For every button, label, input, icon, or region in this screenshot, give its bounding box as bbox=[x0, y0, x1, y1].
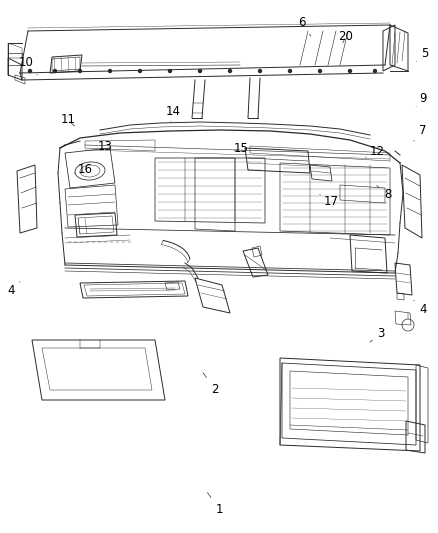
Circle shape bbox=[229, 69, 232, 72]
Circle shape bbox=[169, 69, 172, 72]
Text: 6: 6 bbox=[298, 16, 311, 36]
Text: 4: 4 bbox=[7, 282, 20, 297]
Text: 15: 15 bbox=[233, 142, 248, 155]
Circle shape bbox=[109, 69, 112, 72]
Text: 9: 9 bbox=[416, 92, 427, 107]
Text: 13: 13 bbox=[98, 140, 113, 153]
Text: 10: 10 bbox=[19, 56, 37, 75]
Circle shape bbox=[289, 69, 292, 72]
Circle shape bbox=[318, 69, 321, 72]
Circle shape bbox=[28, 69, 32, 72]
Circle shape bbox=[138, 69, 141, 72]
Text: 20: 20 bbox=[339, 30, 353, 43]
Text: 3: 3 bbox=[370, 327, 385, 342]
Text: 1: 1 bbox=[208, 492, 223, 515]
Circle shape bbox=[349, 69, 352, 72]
Circle shape bbox=[198, 69, 201, 72]
Circle shape bbox=[78, 69, 81, 72]
Text: 5: 5 bbox=[416, 47, 428, 61]
Text: 17: 17 bbox=[320, 195, 338, 208]
Text: 7: 7 bbox=[414, 124, 427, 141]
Text: 4: 4 bbox=[414, 301, 427, 316]
Circle shape bbox=[258, 69, 261, 72]
Text: 16: 16 bbox=[74, 163, 93, 176]
Text: 8: 8 bbox=[377, 185, 391, 201]
Text: 2: 2 bbox=[203, 373, 219, 395]
Text: 12: 12 bbox=[366, 146, 384, 158]
Circle shape bbox=[53, 69, 57, 72]
Text: 11: 11 bbox=[60, 114, 75, 126]
Circle shape bbox=[374, 69, 377, 72]
Text: 14: 14 bbox=[166, 106, 180, 122]
